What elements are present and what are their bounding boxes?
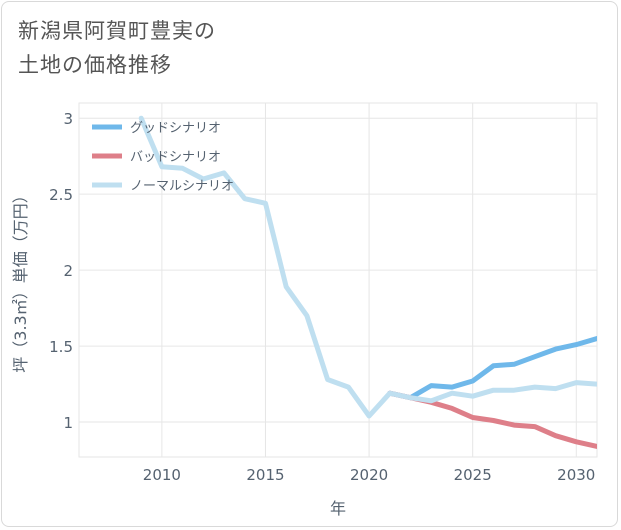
y-tick-label: 1 xyxy=(63,414,73,432)
plot-area xyxy=(78,102,598,458)
y-tick-label: 3 xyxy=(63,110,73,128)
y-axis-title: 坪（3.3㎡）単価（万円） xyxy=(11,187,30,372)
x-tick-label: 2015 xyxy=(246,466,284,484)
chart-title-line1: 新潟県阿賀町豊実の xyxy=(18,19,216,43)
x-tick-label: 2020 xyxy=(350,466,388,484)
chart-title: 新潟県阿賀町豊実の 土地の価格推移 xyxy=(18,14,216,82)
chart-title-line2: 土地の価格推移 xyxy=(18,53,172,77)
legend-label: ノーマルシナリオ xyxy=(130,179,234,194)
x-axis-title: 年 xyxy=(330,499,346,518)
series-line-1 xyxy=(387,336,597,401)
x-tick-label: 2010 xyxy=(143,466,181,484)
series-line-3 xyxy=(138,115,597,419)
legend-label: バッドシナリオ xyxy=(130,150,221,165)
legend-label: グッドシナリオ xyxy=(130,121,221,136)
y-tick-label: 2 xyxy=(63,262,73,280)
x-tick-label: 2030 xyxy=(557,466,595,484)
x-tick-label: 2025 xyxy=(454,466,492,484)
y-tick-label: 1.5 xyxy=(49,338,73,356)
y-tick-label: 2.5 xyxy=(49,186,73,204)
